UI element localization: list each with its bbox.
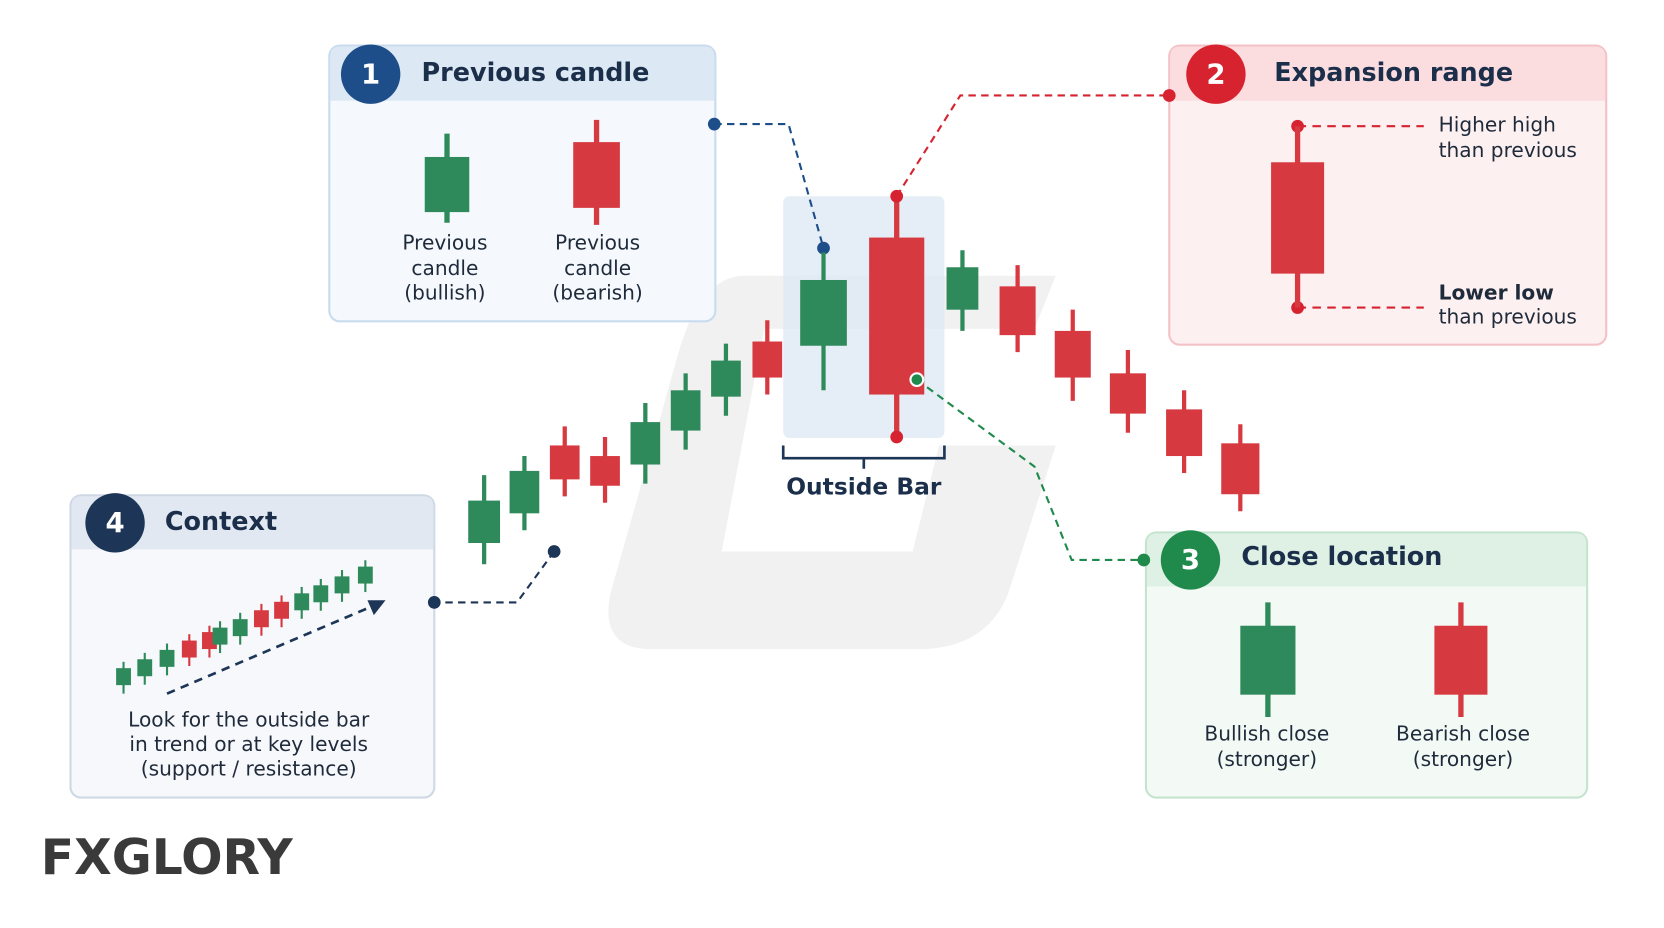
label: (stronger) [1413, 747, 1514, 771]
label: Bearish close [1396, 721, 1530, 745]
panel-header [330, 46, 715, 101]
panel-header [1146, 533, 1587, 587]
badge [1186, 44, 1246, 104]
label: than previous [1439, 305, 1577, 329]
badge [340, 44, 401, 104]
label: in trend or at key levels [129, 732, 368, 756]
candle-body [711, 360, 741, 397]
candle-body [159, 649, 175, 667]
candle-body [869, 237, 925, 395]
label: (bearish) [552, 280, 642, 304]
connector [895, 94, 1170, 197]
outside-bar-dots [890, 189, 925, 444]
panel-title: Context [165, 507, 277, 537]
label: Previous [402, 230, 487, 254]
candle-body [946, 267, 979, 310]
label: Bullish close [1204, 721, 1329, 745]
candle-body [468, 500, 501, 544]
dot [1162, 89, 1176, 102]
label: candle [564, 256, 631, 280]
panel-expansion-range: 2 Expansion range Higher high than previ… [1168, 44, 1608, 346]
candle-body [1054, 330, 1091, 378]
dot [1137, 553, 1151, 567]
label: candle [411, 256, 478, 280]
bracket [781, 445, 946, 469]
badge [85, 493, 145, 553]
panel-title: Previous candle [422, 58, 650, 88]
label: Lower low [1439, 280, 1554, 304]
label: Look for the outside bar [128, 708, 370, 732]
dot [909, 372, 925, 388]
outside-bar-label: Outside Bar [786, 472, 942, 500]
candle-body [1221, 443, 1260, 495]
label: Higher high [1439, 113, 1556, 137]
candle-body [1166, 409, 1203, 457]
candle-body [1271, 162, 1325, 274]
candle-body [294, 593, 310, 611]
candle-body [670, 390, 701, 431]
candle-body [1434, 625, 1488, 695]
badge [1160, 530, 1221, 590]
panel-close-location: 3 Close location Bullish close (stronger… [1144, 530, 1589, 799]
panel-box [1144, 531, 1589, 799]
candle-body [212, 627, 228, 645]
candle-body [357, 566, 373, 584]
candle-body [253, 610, 269, 628]
connector [916, 378, 1144, 562]
label: than previous [1439, 138, 1577, 162]
candle-body [334, 576, 350, 594]
arrow-head [367, 600, 386, 616]
candle-body [573, 142, 620, 208]
candle-body [630, 422, 661, 465]
dot [890, 189, 904, 203]
candle-body [181, 640, 197, 658]
candle-body [999, 286, 1036, 336]
candle-body [509, 470, 540, 514]
panel-box [328, 44, 717, 323]
candle-body [752, 341, 783, 378]
logo: FXGLORY [41, 829, 294, 886]
label: (bullish) [404, 280, 485, 304]
panel-context: 4 Context Look for the outside bar in tr… [69, 493, 436, 799]
label: (support / resistance) [141, 756, 357, 780]
candle-body [1109, 373, 1146, 414]
candle-body [116, 668, 131, 686]
badge-number: 2 [1206, 57, 1225, 90]
badge-number: 4 [105, 506, 124, 539]
candle-body [313, 585, 329, 603]
candle-body [137, 659, 153, 677]
badge-number: 1 [361, 57, 380, 90]
label: (stronger) [1217, 747, 1318, 771]
candle-body [800, 279, 847, 346]
trend-arrow [166, 604, 375, 695]
dot [547, 545, 561, 558]
panel-box [69, 494, 436, 799]
panel-title: Close location [1241, 542, 1442, 572]
candle-body [549, 445, 580, 480]
dot [817, 241, 830, 255]
panel-previous-candle: 1 Previous candle Previous candle (bulli… [328, 44, 717, 323]
candle-body [232, 619, 248, 637]
candles [116, 119, 1488, 717]
label: Previous [555, 230, 640, 254]
dot [427, 596, 441, 609]
badge-number: 3 [1181, 543, 1200, 576]
panel-title: Expansion range [1274, 58, 1513, 88]
candle-body [1240, 625, 1296, 695]
candle-body [424, 156, 470, 213]
dot [890, 430, 904, 444]
candle-body [590, 456, 620, 486]
panel-header [1170, 46, 1606, 101]
dot [707, 117, 721, 131]
panel-header [71, 496, 434, 550]
candle-body [274, 601, 289, 619]
connector [434, 550, 555, 604]
